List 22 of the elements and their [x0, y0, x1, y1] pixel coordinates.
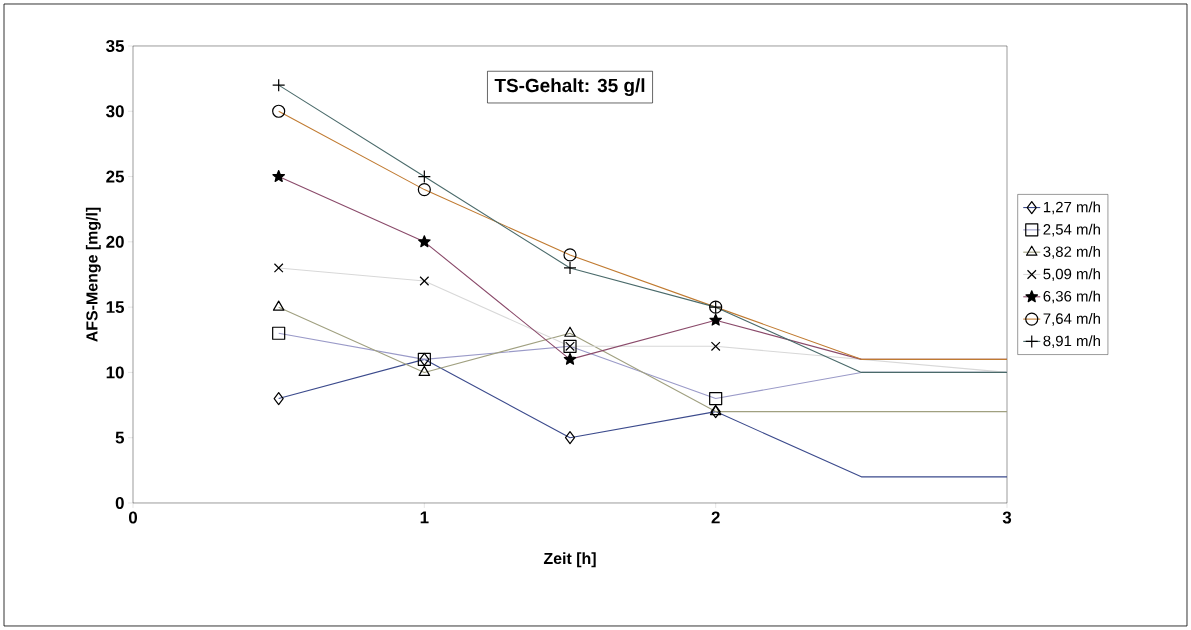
x-tick-label: 0 — [128, 511, 138, 524]
y-tick-label: 5 — [115, 431, 125, 444]
legend-label: 1,27 m/h — [1043, 201, 1100, 215]
y-tick-label: 10 — [106, 366, 124, 379]
y-axis-title: AFS-Menge [mg/l] — [85, 207, 101, 342]
y-tick-label: 15 — [106, 301, 125, 314]
y-tick-label: 20 — [106, 235, 124, 248]
legend-label: 8,91 m/h — [1043, 335, 1100, 348]
x-tick-label: 2 — [711, 511, 720, 524]
annotation: TS-Gehalt: 35 g/l — [494, 78, 645, 96]
x-axis-title: Zeit [h] — [543, 552, 596, 568]
y-tick-label: 30 — [106, 105, 124, 118]
x-tick-label: 3 — [1002, 511, 1012, 524]
legend-label: 6,36 m/h — [1043, 290, 1100, 304]
y-tick-label: 0 — [115, 496, 124, 509]
x-tick-label: 1 — [420, 511, 429, 524]
y-tick-label: 35 — [106, 39, 125, 52]
legend-label: 7,64 m/h — [1043, 312, 1100, 326]
legend-label: 3,82 m/h — [1043, 246, 1100, 259]
legend-label: 5,09 m/h — [1043, 268, 1100, 282]
legend-label: 2,54 m/h — [1043, 223, 1100, 237]
y-tick-label: 25 — [106, 170, 125, 183]
